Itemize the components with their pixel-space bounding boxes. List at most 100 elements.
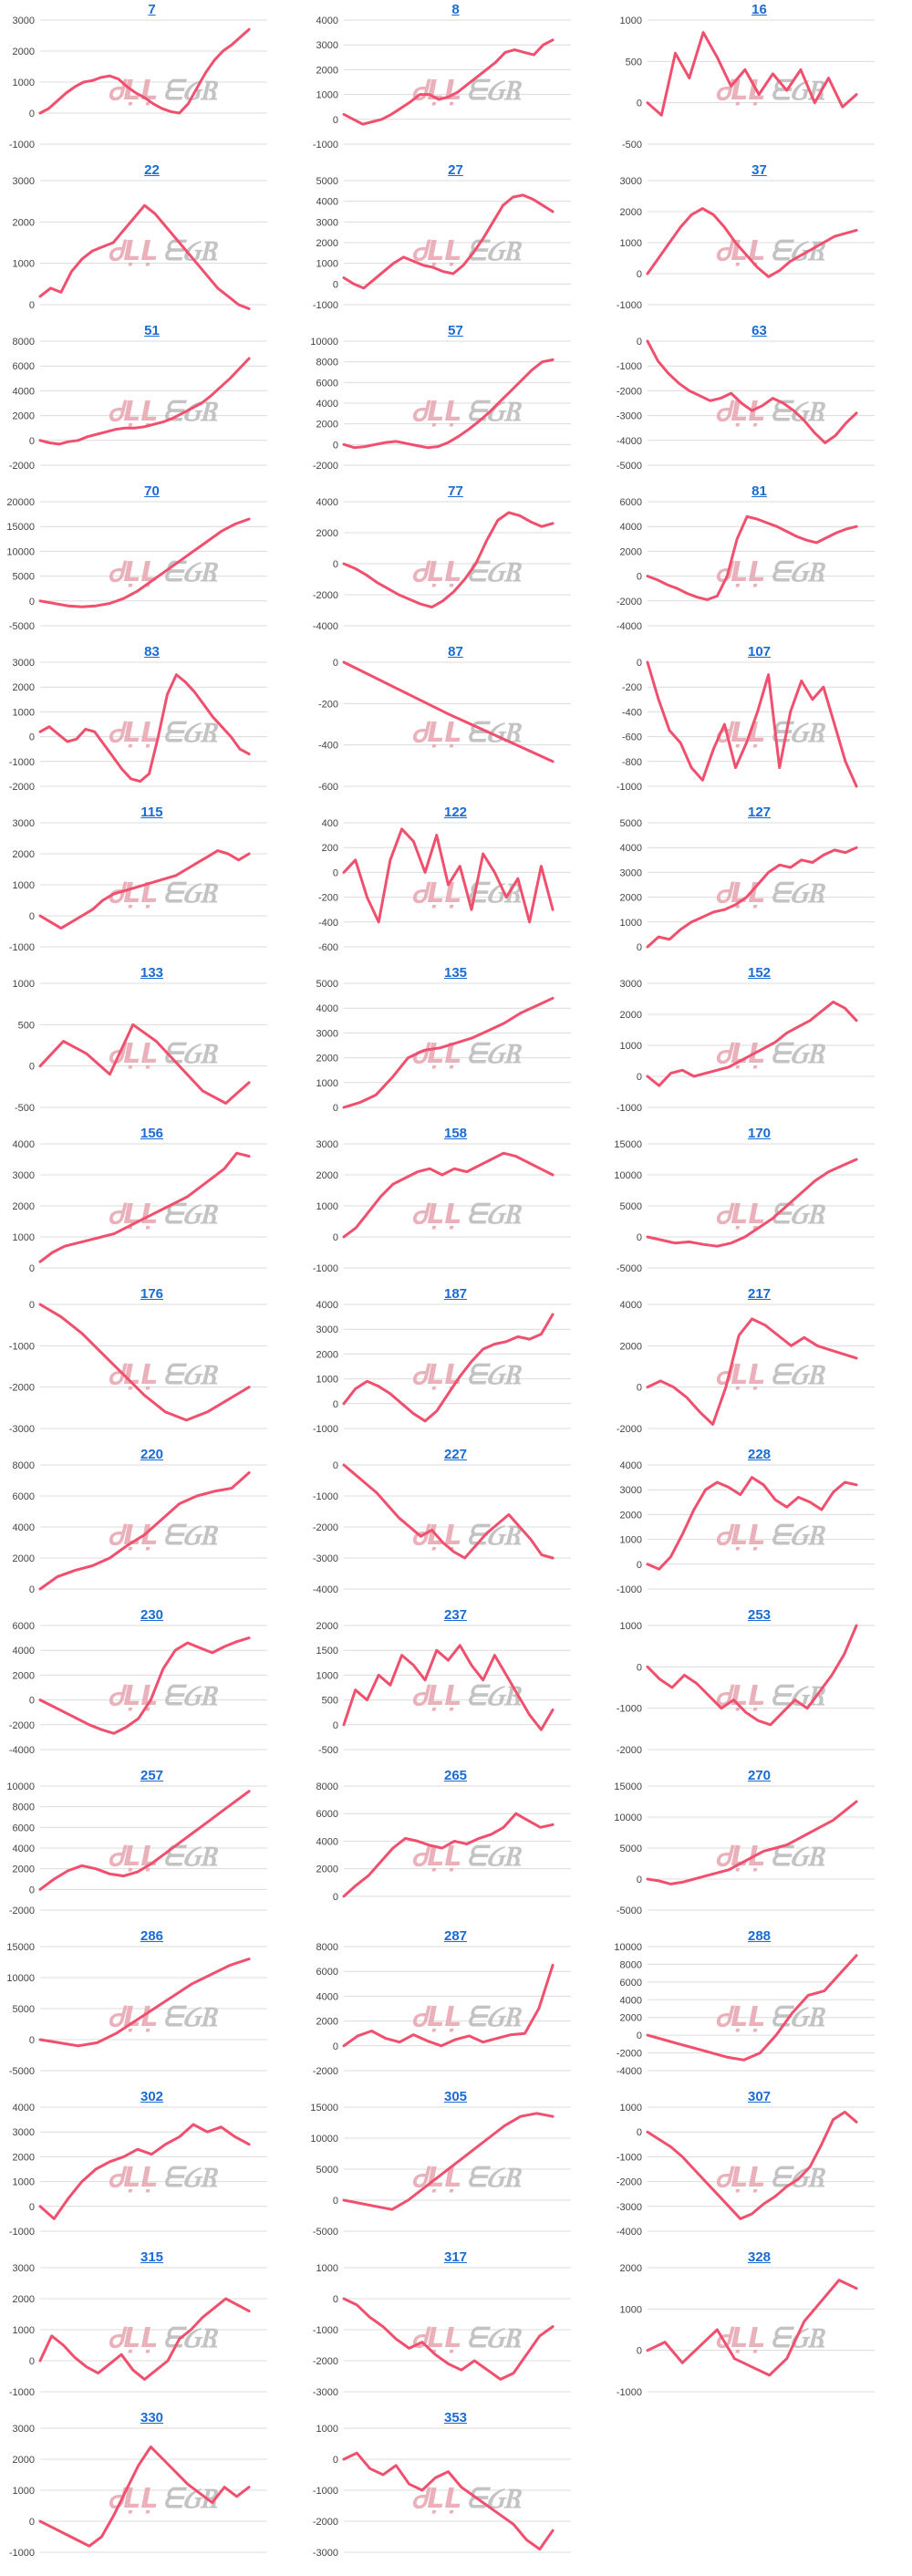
series-line: [38, 2123, 251, 2220]
y-tick-label: -2000: [617, 2049, 642, 2060]
y-tick-label: -400: [318, 741, 338, 752]
chart-title-link[interactable]: 156: [140, 1126, 164, 1141]
chart-title-link[interactable]: 307: [747, 2089, 772, 2104]
series-line: [342, 2297, 554, 2381]
y-tick-label: 2000: [620, 1510, 642, 1521]
chart-title-link[interactable]: 353: [443, 2410, 468, 2425]
chart-title-link[interactable]: 135: [443, 965, 468, 981]
chart-title-link[interactable]: 8: [451, 2, 460, 17]
chart-title-link[interactable]: 227: [443, 1447, 468, 1462]
chart-title-link[interactable]: 270: [747, 1768, 772, 1783]
series-line: [646, 339, 858, 444]
chart-title-link[interactable]: 37: [751, 162, 767, 178]
chart-title-link[interactable]: 87: [448, 644, 463, 660]
series-line: [646, 1624, 858, 1727]
chart-title-link[interactable]: 187: [443, 1286, 468, 1302]
chart-svg: 0 1000 2000 3000 4000 5000 ᏧḶḶ ᗴᏵᏒ: [620, 818, 875, 953]
y-tick-label: 10000: [6, 1973, 35, 1984]
series-line: [38, 203, 251, 310]
chart-title-link[interactable]: 133: [140, 965, 164, 981]
y-tick-label: 0: [333, 1103, 338, 1114]
chart-title-link[interactable]: 122: [443, 805, 468, 820]
chart-title-link[interactable]: 330: [140, 2410, 164, 2425]
watermark-logo: ᏧḶḶ ᗴᏵᏒ: [109, 1038, 219, 1070]
chart-title-link[interactable]: 253: [747, 1607, 772, 1623]
chart-title-link[interactable]: 228: [747, 1447, 772, 1462]
chart-217: -2000 0 2000 4000 ᏧḶḶ ᗴᏵᏒ 217: [607, 1284, 911, 1445]
watermark-logo: ᏧḶḶ ᗴᏵᏒ: [109, 396, 219, 428]
watermark-logo: ᏧḶḶ ᗴᏵᏒ: [412, 2322, 523, 2354]
y-tick-label: 4000: [13, 1139, 35, 1150]
y-tick-label: 6000: [13, 1823, 35, 1833]
chart-title-link[interactable]: 158: [443, 1126, 468, 1141]
y-tick-label: -3000: [313, 1553, 338, 1564]
chart-title-link[interactable]: 286: [140, 1928, 164, 1944]
chart-title-link[interactable]: 305: [443, 2089, 468, 2104]
y-tick-label: 2000: [620, 2013, 642, 2024]
chart-title-link[interactable]: 237: [443, 1607, 468, 1623]
chart-title-link[interactable]: 317: [443, 2249, 468, 2265]
chart-title-link[interactable]: 152: [747, 965, 772, 981]
chart-title-link[interactable]: 170: [747, 1126, 772, 1141]
y-tick-label: 4000: [13, 1844, 35, 1854]
chart-title-link[interactable]: 265: [443, 1768, 468, 1783]
chart-title-link[interactable]: 77: [448, 483, 463, 499]
series-line: [342, 1151, 554, 1239]
watermark-logo: ᏧḶḶ ᗴᏵᏒ: [716, 1199, 826, 1231]
chart-title-link[interactable]: 115: [140, 805, 163, 820]
y-tick-label: -1000: [617, 300, 642, 311]
chart-title-link[interactable]: 287: [443, 1928, 468, 1944]
chart-title-link[interactable]: 51: [144, 323, 160, 338]
chart-title-link[interactable]: 257: [140, 1768, 164, 1783]
chart-title-link[interactable]: 107: [747, 644, 772, 660]
svg-text:ᗴᏵᏒ: ᗴᏵᏒ: [163, 1841, 219, 1873]
y-tick-label: 3000: [13, 2263, 35, 2274]
y-tick-label: 0: [333, 559, 338, 570]
chart-title-link[interactable]: 63: [751, 323, 767, 338]
chart-286: -5000 0 5000 10000 15000 ᏧḶḶ ᗴᏵᏒ 286: [0, 1927, 304, 2087]
svg-text:ᗴᏵᏒ: ᗴᏵᏒ: [163, 2001, 219, 2033]
y-tick-label: -800: [622, 757, 642, 768]
chart-title-link[interactable]: 176: [140, 1286, 164, 1302]
y-tick-label: 0: [333, 2196, 338, 2207]
chart-title-link[interactable]: 220: [140, 1447, 164, 1462]
y-tick-label: 4000: [620, 522, 642, 533]
chart-70: -5000 0 5000 10000 15000 20000 ᏧḶḶ ᗴᏵᏒ 70: [0, 482, 304, 642]
y-tick-label: 0: [29, 2356, 35, 2367]
series-line: [342, 660, 554, 763]
y-tick-label: 6000: [316, 1809, 338, 1820]
chart-title-link[interactable]: 288: [747, 1928, 772, 1944]
chart-title-link[interactable]: 302: [140, 2089, 164, 2104]
svg-text:ᗴᏵᏒ: ᗴᏵᏒ: [771, 717, 826, 749]
y-tick-label: 5000: [316, 2165, 338, 2176]
chart-title-link[interactable]: 16: [751, 2, 767, 17]
svg-text:ᏧḶḶ: ᏧḶḶ: [412, 2322, 462, 2354]
svg-text:ᗴᏵᏒ: ᗴᏵᏒ: [467, 556, 523, 588]
series-line: [38, 27, 251, 115]
y-tick-label: -4000: [617, 621, 642, 632]
y-tick-label: 2000: [620, 1341, 642, 1352]
y-tick-label: 500: [626, 57, 642, 68]
y-tick-label: 1000: [13, 2325, 35, 2336]
chart-title-link[interactable]: 81: [751, 483, 767, 499]
chart-title-link[interactable]: 57: [448, 323, 463, 338]
y-tick-label: 3000: [620, 867, 642, 878]
y-tick-label: 0: [637, 1232, 642, 1243]
chart-title-link[interactable]: 22: [144, 162, 160, 178]
chart-title-link[interactable]: 7: [148, 2, 156, 17]
chart-title-link[interactable]: 83: [144, 644, 160, 660]
chart-title-link[interactable]: 127: [747, 805, 772, 820]
chart-title-link[interactable]: 230: [140, 1607, 164, 1623]
watermark-logo: ᏧḶḶ ᗴᏵᏒ: [412, 235, 523, 267]
y-tick-label: 3000: [316, 1324, 338, 1335]
chart-title-link[interactable]: 315: [140, 2249, 164, 2265]
chart-title-link[interactable]: 328: [747, 2249, 772, 2265]
chart-8: -1000 0 1000 2000 3000 4000 ᏧḶḶ ᗴᏵᏒ 8: [304, 0, 607, 161]
chart-title-link[interactable]: 27: [448, 162, 463, 178]
y-tick-label: -2000: [617, 1745, 642, 1756]
svg-text:ᗴᏵᏒ: ᗴᏵᏒ: [163, 75, 219, 107]
chart-title-link[interactable]: 70: [144, 483, 160, 499]
y-tick-label: 0: [637, 572, 642, 583]
chart-title-link[interactable]: 217: [747, 1286, 772, 1302]
